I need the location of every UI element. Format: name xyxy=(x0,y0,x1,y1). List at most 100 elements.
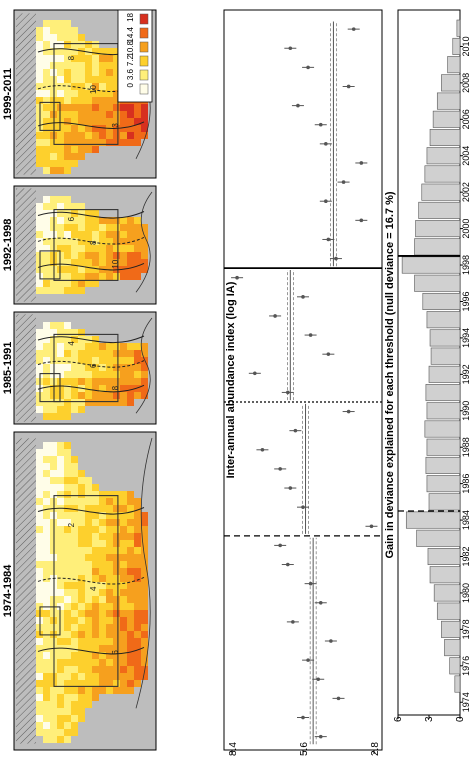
abundance-cell xyxy=(134,238,141,245)
abundance-cell xyxy=(43,322,50,329)
abundance-cell xyxy=(99,252,106,259)
abundance-cell xyxy=(141,385,148,392)
contour-label: 10 xyxy=(111,259,120,268)
year-tick-label: 2002 xyxy=(461,182,471,202)
abundance-cell xyxy=(43,224,50,231)
abundance-cell xyxy=(36,399,43,406)
abundance-cell xyxy=(64,90,71,97)
abundance-cell xyxy=(85,561,92,568)
abundance-cell xyxy=(92,561,99,568)
abundance-cell xyxy=(71,463,78,470)
abundance-cell xyxy=(50,484,57,491)
abundance-cell xyxy=(99,371,106,378)
year-tick-label: 1980 xyxy=(461,583,471,603)
abundance-cell xyxy=(92,90,99,97)
abundance-cell xyxy=(64,413,71,420)
contour-label: 4 xyxy=(89,586,98,591)
abundance-cell xyxy=(92,69,99,76)
abundance-cell xyxy=(113,561,120,568)
abundance-cell xyxy=(43,498,50,505)
abundance-cell xyxy=(64,371,71,378)
abundance-cell xyxy=(78,224,85,231)
abundance-cell xyxy=(92,512,99,519)
abundance-cell xyxy=(64,736,71,743)
gain-bar xyxy=(425,384,461,402)
abundance-cell xyxy=(134,610,141,617)
abundance-cell xyxy=(106,252,113,259)
abundance-cell xyxy=(141,364,148,371)
abundance-cell xyxy=(64,111,71,118)
abundance-cell xyxy=(78,69,85,76)
abundance-cell xyxy=(71,350,78,357)
ia-point xyxy=(351,27,356,31)
ia-point xyxy=(291,620,295,624)
abundance-cell xyxy=(113,252,120,259)
abundance-cell xyxy=(99,666,106,673)
abundance-cell xyxy=(99,392,106,399)
abundance-cell xyxy=(64,287,71,294)
abundance-cell xyxy=(64,224,71,231)
ia-point xyxy=(329,639,333,643)
abundance-cell xyxy=(50,413,57,420)
legend-label: 14.4 xyxy=(126,26,135,42)
contour-label: 3 xyxy=(111,123,120,128)
abundance-cell xyxy=(134,554,141,561)
abundance-cell xyxy=(78,287,85,294)
abundance-cell xyxy=(64,252,71,259)
abundance-cell xyxy=(141,231,148,238)
abundance-cell xyxy=(134,519,141,526)
abundance-cell xyxy=(64,41,71,48)
abundance-cell xyxy=(92,146,99,153)
year-tick-label: 1990 xyxy=(461,401,471,421)
gain-bar xyxy=(415,220,461,238)
abundance-cell xyxy=(92,673,99,680)
abundance-cell xyxy=(64,582,71,589)
abundance-cell xyxy=(85,505,92,512)
abundance-cell xyxy=(43,357,50,364)
abundance-cell xyxy=(113,111,120,118)
abundance-cell xyxy=(85,610,92,617)
abundance-cell xyxy=(127,526,134,533)
abundance-cell xyxy=(36,526,43,533)
abundance-cell xyxy=(71,617,78,624)
abundance-cell xyxy=(71,273,78,280)
abundance-cell xyxy=(43,329,50,336)
abundance-cell xyxy=(43,399,50,406)
abundance-cell xyxy=(64,357,71,364)
abundance-cell xyxy=(43,589,50,596)
abundance-cell xyxy=(92,631,99,638)
abundance-cell xyxy=(71,687,78,694)
abundance-cell xyxy=(92,357,99,364)
abundance-cell xyxy=(99,385,106,392)
abundance-cell xyxy=(85,596,92,603)
abundance-cell xyxy=(50,27,57,34)
abundance-cell xyxy=(141,252,148,259)
abundance-cell xyxy=(85,224,92,231)
gain-bar xyxy=(454,675,461,693)
abundance-cell xyxy=(113,610,120,617)
abundance-cell xyxy=(106,385,113,392)
abundance-cell xyxy=(106,666,113,673)
ia-point xyxy=(346,409,351,414)
abundance-cell xyxy=(57,666,64,673)
abundance-cell xyxy=(99,83,106,90)
gain-bar xyxy=(425,456,461,474)
abundance-cell xyxy=(113,97,120,104)
abundance-cell xyxy=(92,547,99,554)
abundance-cell xyxy=(71,27,78,34)
abundance-cell xyxy=(106,104,113,111)
abundance-cell xyxy=(99,680,106,687)
abundance-cell xyxy=(92,364,99,371)
abundance-cell xyxy=(71,561,78,568)
abundance-cell xyxy=(106,111,113,118)
abundance-cell xyxy=(113,638,120,645)
abundance-cell xyxy=(57,139,64,146)
abundance-cell xyxy=(78,715,85,722)
deviance-gain-panel: 1974 1976 1978 1980 1982 1984 1986 1988 1990 1992… xyxy=(384,9,471,722)
abundance-cell xyxy=(113,603,120,610)
abundance-cell xyxy=(78,491,85,498)
gain-bar xyxy=(428,365,461,383)
abundance-cell xyxy=(106,638,113,645)
abundance-cell xyxy=(78,90,85,97)
abundance-cell xyxy=(43,266,50,273)
